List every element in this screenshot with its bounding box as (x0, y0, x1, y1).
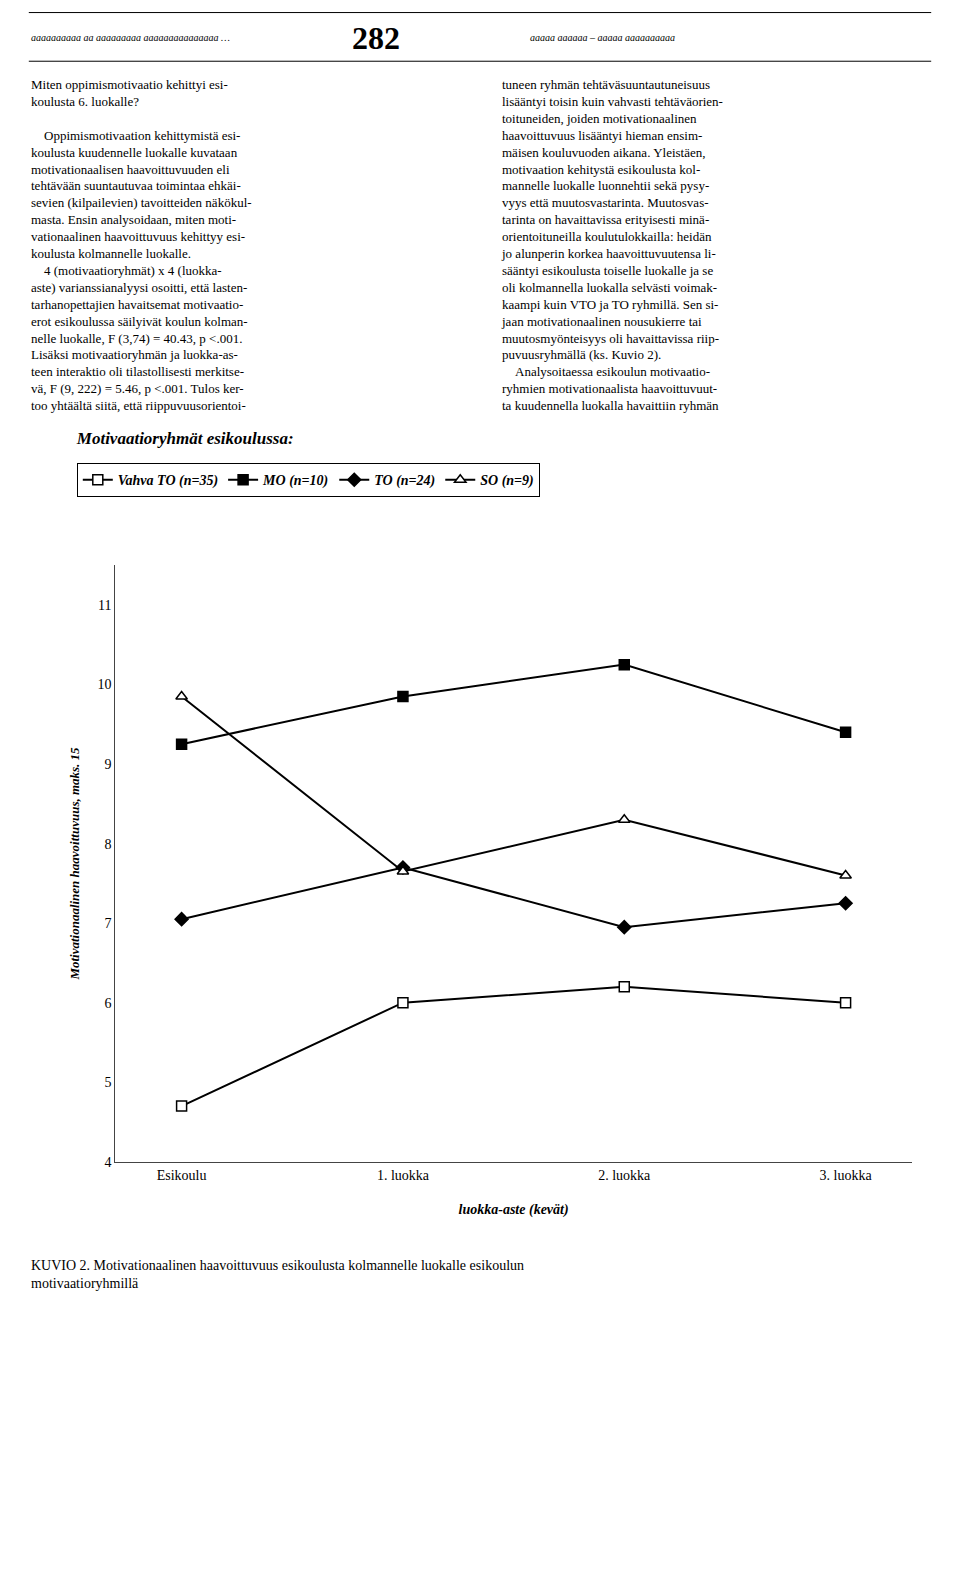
svg-text:luokka-aste (kevät): luokka-aste (kevät) (459, 1202, 569, 1218)
svg-text:tuneen ryhmän tehtäväsuuntautu: tuneen ryhmän tehtäväsuuntautuneisuuslis… (501, 77, 723, 413)
svg-text:5: 5 (104, 1075, 111, 1090)
svg-text:7: 7 (104, 916, 111, 931)
svg-text:282: 282 (352, 20, 400, 56)
svg-text:6: 6 (104, 996, 111, 1011)
svg-text:4: 4 (104, 1155, 111, 1170)
svg-text:Miten oppimismotivaatio kehitt: Miten oppimismotivaatio kehittyi esi-kou… (31, 77, 252, 413)
svg-text:SO (n=9): SO (n=9) (480, 473, 533, 489)
svg-text:TO (n=24): TO (n=24) (374, 473, 435, 489)
svg-text:aaaaaaaaaa aa aaaaaaaaa aaaaaa: aaaaaaaaaa aa aaaaaaaaa aaaaaaaaaaaaaaa … (31, 32, 230, 43)
svg-text:1. luokka: 1. luokka (377, 1168, 430, 1183)
svg-text:9: 9 (104, 757, 111, 772)
svg-text:2. luokka: 2. luokka (598, 1168, 651, 1183)
svg-text:8: 8 (104, 837, 111, 852)
svg-text:11: 11 (98, 598, 111, 613)
svg-text:Motivationaalinen haavoittuvuu: Motivationaalinen haavoittuvuus, maks. 1… (67, 747, 82, 981)
svg-text:Vahva TO (n=35): Vahva TO (n=35) (118, 473, 218, 489)
svg-text:aaaaa aaaaaa – aaaaa aaaaaaaaa: aaaaa aaaaaa – aaaaa aaaaaaaaaa (530, 32, 675, 43)
svg-text:Motivaatioryhmät esikoulussa:: Motivaatioryhmät esikoulussa: (76, 429, 294, 448)
svg-text:MO (n=10): MO (n=10) (262, 473, 328, 489)
svg-text:KUVIO 2. Motivationaalinen haa: KUVIO 2. Motivationaalinen haavoittuvuus… (31, 1258, 524, 1291)
svg-text:3. luokka: 3. luokka (820, 1168, 873, 1183)
svg-text:10: 10 (97, 677, 111, 692)
svg-text:Esikoulu: Esikoulu (157, 1168, 207, 1183)
